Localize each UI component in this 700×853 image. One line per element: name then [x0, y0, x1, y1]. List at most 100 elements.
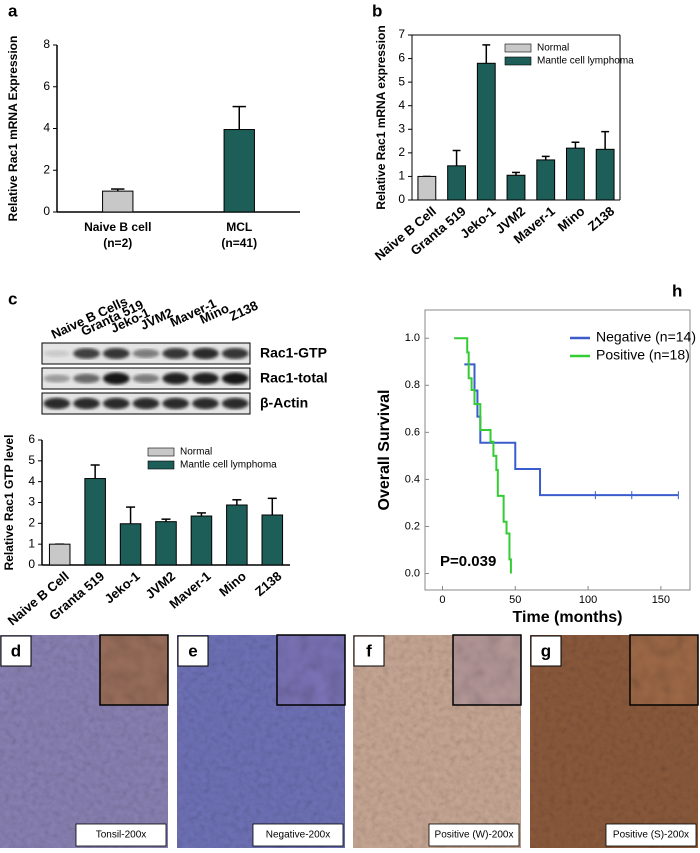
blot-band: [43, 350, 71, 357]
blot-band: [221, 347, 249, 360]
panel-letter: h: [672, 281, 682, 300]
blot-row-label: Rac1-total: [260, 370, 328, 386]
blot-band: [102, 347, 130, 360]
legend-swatch: [504, 43, 532, 53]
y-tick-label: 4: [43, 121, 50, 135]
y-tick-label: 7: [398, 27, 405, 41]
y-tick-label: 6: [43, 79, 50, 93]
y-tick-label: 2: [398, 145, 405, 159]
y-tick-label: 6: [28, 432, 35, 446]
caption: Positive (S)-200x: [613, 830, 689, 841]
legend-label: Positive (n=18): [596, 347, 690, 363]
x-tick-label: 100: [579, 594, 597, 606]
bar: [48, 543, 71, 566]
y-tick-label: 2: [43, 162, 50, 176]
bar: [226, 504, 248, 566]
legend-swatch: [147, 447, 175, 457]
x-tick-label: Naive B cell: [84, 220, 151, 234]
y-tick-label: 0.8: [405, 379, 420, 391]
y-tick-label: 1: [398, 169, 405, 183]
inset-texture: [630, 635, 698, 705]
bar: [190, 515, 213, 566]
bar: [566, 147, 585, 201]
y-tick-label: 1: [28, 536, 35, 550]
x-tick-label: 50: [509, 594, 521, 606]
blot-band: [73, 373, 100, 384]
blot-band: [162, 397, 190, 410]
blot-band: [43, 374, 71, 383]
caption-box: [75, 823, 167, 847]
y-tick-label: 0: [43, 204, 50, 218]
annotation: P=0.039: [440, 553, 496, 570]
y-tick-label: 4: [398, 98, 405, 112]
x-tick-label: 150: [652, 594, 670, 606]
caption-box: [252, 823, 344, 847]
bar: [476, 62, 496, 201]
x-tick-label: Mino: [216, 568, 249, 599]
blot-band: [192, 372, 219, 385]
blot-band: [162, 372, 190, 385]
panel-letter: e: [188, 641, 197, 660]
y-tick-label: 0.6: [405, 426, 420, 438]
panel-letter: g: [541, 641, 551, 660]
legend-label: Negative (n=14): [596, 329, 696, 345]
blot-band: [192, 397, 219, 410]
y-tick-label: 0.2: [405, 520, 420, 532]
legend-label: Normal: [180, 447, 212, 458]
blot-band: [162, 347, 190, 360]
y-axis-label: Relative Rac1 mRNA expression: [374, 25, 388, 209]
inset-texture: [277, 635, 345, 705]
y-tick-label: 5: [28, 453, 35, 467]
legend-swatch: [504, 56, 532, 66]
legend-label: Mantle cell lymphoma: [180, 460, 277, 471]
panel-letter: a: [8, 1, 18, 20]
bar: [506, 174, 526, 201]
legend-label: Mantle cell lymphoma: [537, 56, 634, 67]
caption-box: [605, 823, 697, 847]
y-tick-label: 0.0: [405, 567, 420, 579]
blot-band: [132, 397, 160, 410]
y-tick-label: 8: [43, 37, 50, 51]
letter-box: [0, 635, 32, 667]
blot-band: [132, 349, 160, 358]
y-tick-label: 0: [398, 192, 405, 206]
bar: [261, 514, 284, 566]
blot-band: [73, 348, 100, 359]
blot-row-label: Rac1-GTP: [260, 345, 327, 361]
survival-curve: [454, 337, 512, 574]
bar: [447, 165, 466, 201]
blot-band: [221, 397, 249, 410]
inset-texture: [100, 635, 168, 705]
blot-band: [132, 374, 160, 383]
blot-band: [192, 347, 219, 360]
y-axis-label: Overall Survival: [376, 390, 393, 511]
letter-box: [177, 635, 209, 667]
bar: [119, 523, 142, 566]
caption-box: [428, 823, 520, 847]
y-tick-label: 1.0: [405, 332, 420, 344]
y-tick-label: 0.4: [405, 473, 420, 485]
x-tick-label: Z138: [252, 568, 284, 599]
x-tick-label: MCL: [226, 220, 252, 234]
caption: Negative-200x: [266, 830, 330, 841]
y-tick-label: 3: [398, 121, 405, 135]
letter-box: [353, 635, 385, 667]
x-tick-note: (n=2): [103, 236, 132, 250]
x-tick-label: Jeko-1: [102, 568, 143, 606]
y-axis-label: Relative Rac1 GTP level: [2, 435, 16, 571]
bar: [155, 521, 177, 566]
legend-swatch: [147, 460, 175, 470]
y-tick-label: 0: [28, 557, 35, 571]
bar: [536, 159, 556, 201]
caption: Tonsil-200x: [96, 830, 147, 841]
blot-band: [102, 397, 130, 410]
y-axis-label: Relative Rac1 mRNA Expression: [6, 36, 20, 222]
panel-letter: c: [8, 289, 17, 308]
y-tick-label: 5: [398, 74, 405, 88]
caption: Positive (W)-200x: [435, 830, 514, 841]
bar: [102, 190, 134, 213]
blot-band: [73, 397, 100, 410]
x-tick-label: Mino: [555, 203, 588, 234]
panel-letter: b: [372, 1, 382, 20]
